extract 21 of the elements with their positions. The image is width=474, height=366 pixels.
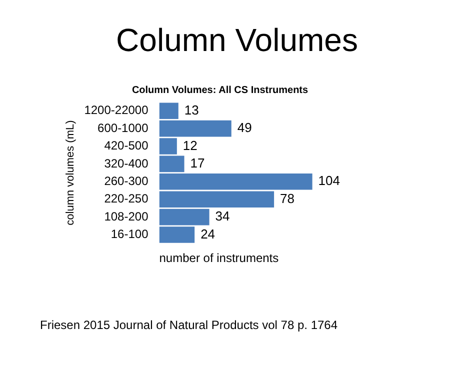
y-axis-title: column volumes (mL) bbox=[64, 120, 77, 226]
x-axis-title: number of instruments bbox=[159, 251, 279, 266]
data-label: 12 bbox=[182, 138, 198, 153]
data-label: 104 bbox=[318, 173, 340, 188]
chart-title: Column Volumes bbox=[115, 22, 359, 59]
data-label: 78 bbox=[280, 190, 295, 206]
data-label: 34 bbox=[215, 208, 230, 224]
data-label: 17 bbox=[190, 156, 205, 171]
y-tick-label: 600-1000 bbox=[98, 120, 149, 135]
y-tick-label: 108-200 bbox=[104, 209, 149, 224]
data-label: 24 bbox=[200, 226, 216, 242]
data-label: 49 bbox=[237, 120, 252, 136]
y-tick-label: 16-100 bbox=[110, 227, 149, 242]
y-tick-label: 260-300 bbox=[104, 174, 149, 188]
chart-subtitle: Column Volumes: All CS Instruments bbox=[132, 84, 308, 96]
y-tick-label: 1200-22000 bbox=[84, 103, 149, 118]
data-label: 13 bbox=[184, 102, 199, 118]
y-tick-label: 220-250 bbox=[104, 192, 149, 206]
text: Friesen 2015 Journal of Natural Products vol 78 p. 1764 bbox=[40, 318, 338, 332]
y-tick-label: 320-400 bbox=[104, 156, 149, 170]
y-tick-label: 420-500 bbox=[104, 138, 149, 153]
